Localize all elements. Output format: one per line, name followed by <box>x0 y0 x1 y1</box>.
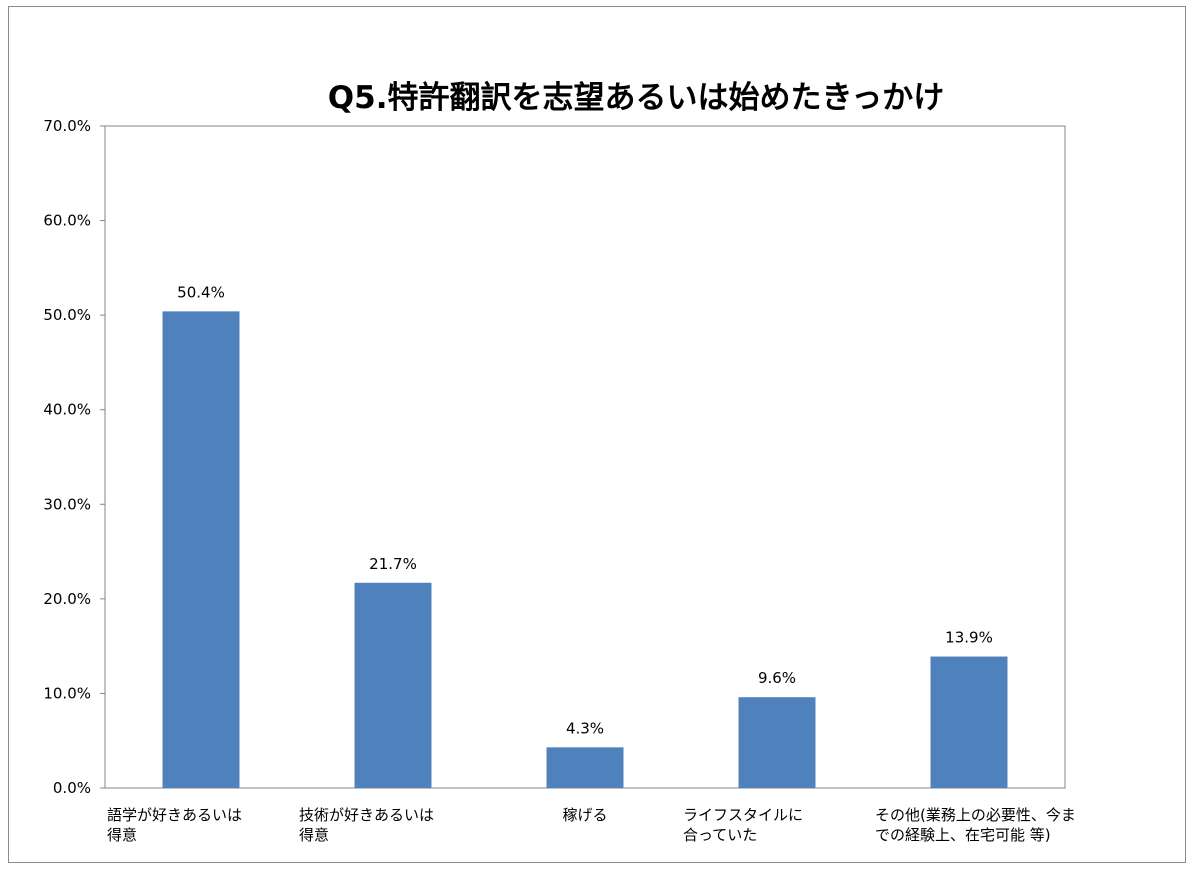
bar <box>738 697 816 788</box>
y-tick-label: 10.0% <box>43 684 91 702</box>
y-tick-label: 20.0% <box>43 590 91 608</box>
y-tick-label: 50.0% <box>43 306 91 324</box>
chart-title: Q5.特許翻訳を志望あるいは始めたきっかけ <box>328 80 944 116</box>
x-category-label: 語学が好きあるいは得意 <box>107 806 242 844</box>
y-tick-label: 70.0% <box>43 117 91 135</box>
y-tick-label: 0.0% <box>53 779 91 797</box>
data-label: 50.4% <box>177 283 225 301</box>
x-category-label: 技術が好きあるいは得意 <box>299 806 434 844</box>
y-tick-label: 40.0% <box>43 401 91 419</box>
x-category-label: 稼げる <box>562 806 607 824</box>
y-tick-label: 60.0% <box>43 212 91 230</box>
data-label: 21.7% <box>369 555 417 573</box>
y-tick-label: 30.0% <box>43 495 91 513</box>
data-label: 9.6% <box>758 669 796 687</box>
bar <box>354 582 432 788</box>
data-label: 4.3% <box>566 719 604 737</box>
bar <box>930 656 1008 788</box>
bar <box>546 747 624 788</box>
x-category-label: その他(業務上の必要性、今までの経験上、在宅可能 等) <box>875 806 1076 844</box>
data-label: 13.9% <box>945 629 993 647</box>
plot-area: 0.0% 10.0% 20.0% 30.0% 40.0% 50.0% 60.0% 70.0% 5… <box>43 117 1076 844</box>
plot-border <box>104 125 1066 789</box>
bar <box>162 311 240 788</box>
x-category-label: ライフスタイルに合っていた <box>683 806 803 844</box>
